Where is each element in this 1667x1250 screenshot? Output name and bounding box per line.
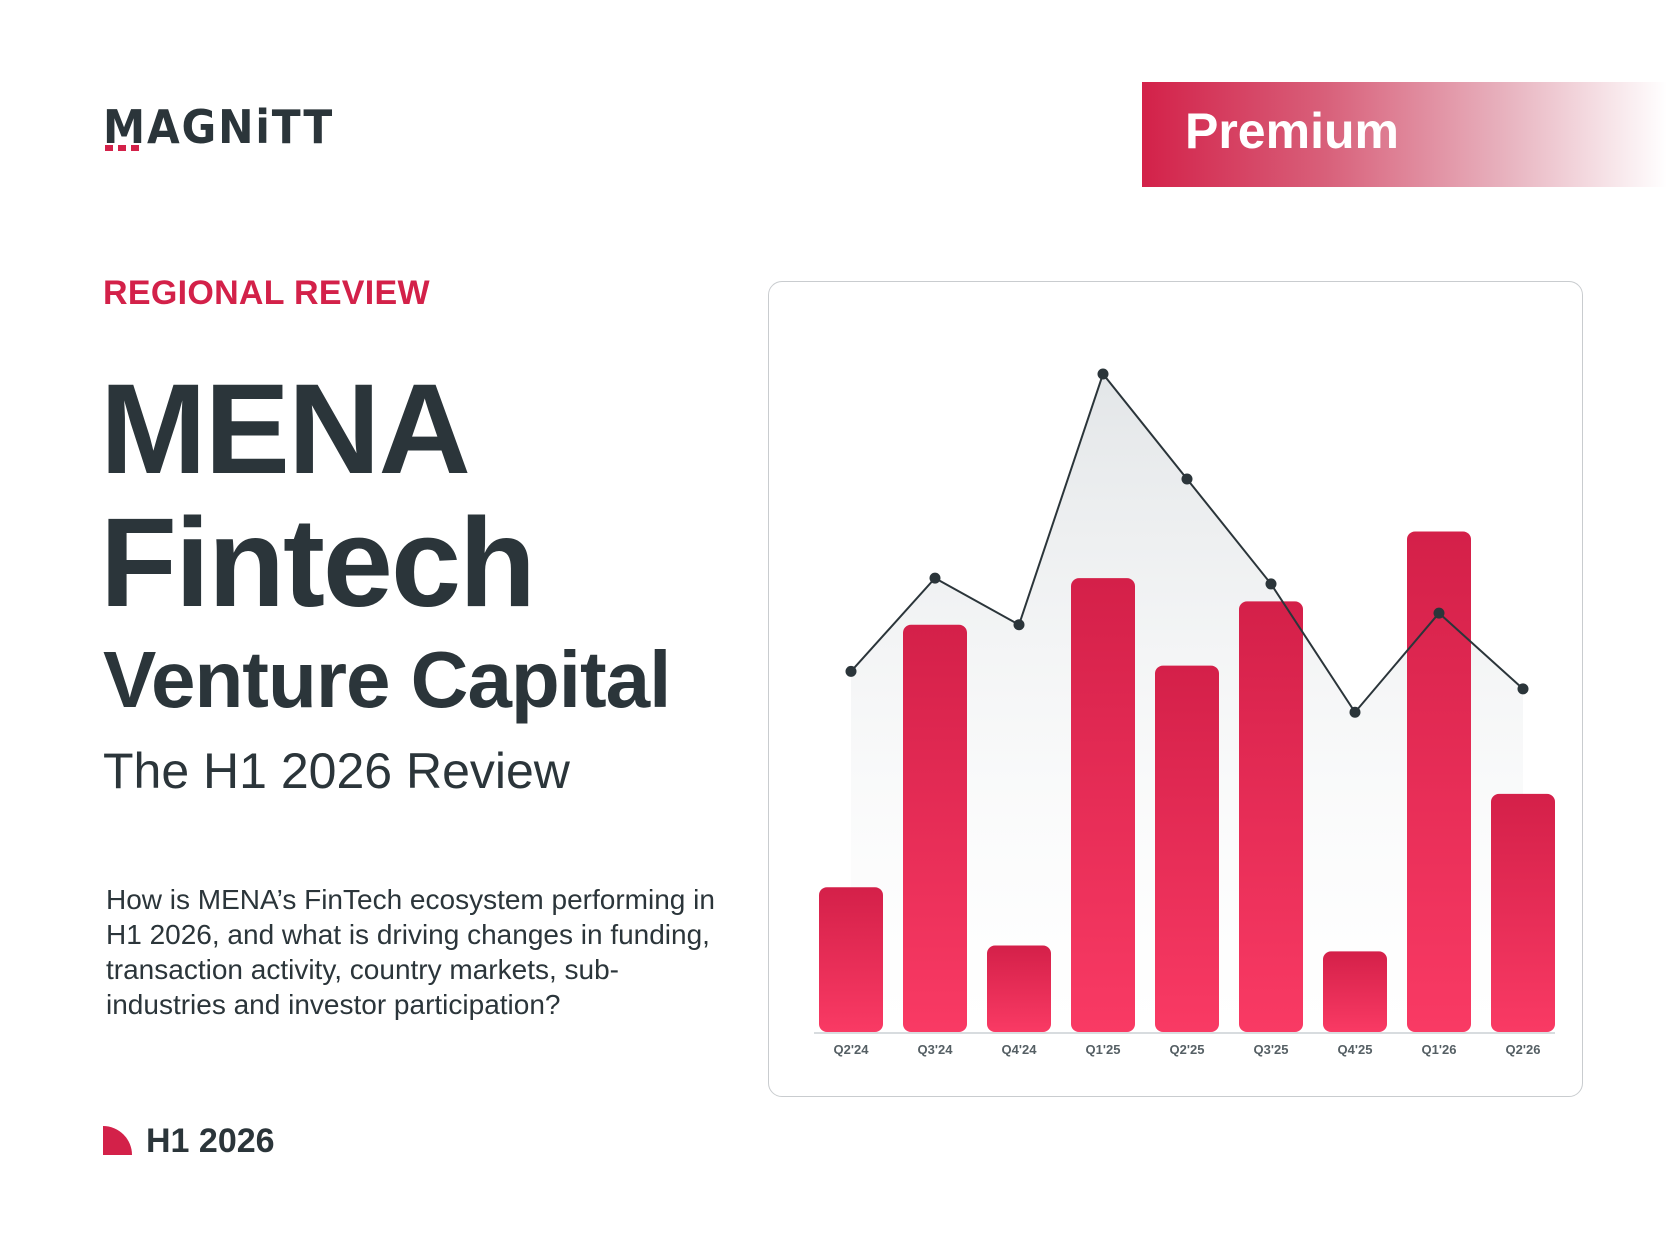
title-line-3: Venture Capital (103, 635, 671, 724)
trend-point-4 (1181, 473, 1193, 485)
trend-point-2 (1013, 619, 1025, 631)
x-tick-label: Q2'24 (834, 1042, 870, 1057)
x-tick-label: Q2'26 (1506, 1042, 1541, 1057)
trend-point-5 (1265, 578, 1277, 590)
footer-period: H1 2026 (146, 1122, 275, 1160)
section-eyebrow: REGIONAL REVIEW (103, 274, 430, 312)
trend-point-3 (1097, 368, 1109, 380)
trend-point-7 (1433, 607, 1445, 619)
x-tick-label: Q1'25 (1086, 1042, 1121, 1057)
trend-point-8 (1517, 683, 1529, 695)
subtitle: The H1 2026 Review (103, 743, 570, 799)
x-tick-label: Q4'25 (1338, 1042, 1373, 1057)
magnitt-logo: MAGNiTT (103, 100, 335, 154)
bar-3 (1071, 578, 1135, 1032)
description: How is MENA’s FinTech ecosystem performi… (106, 884, 715, 1020)
quarter-circle-mark (103, 1126, 132, 1155)
funding-chart: Q2'24 Q3'24 Q4'24 Q1'25 Q2'25 Q3'25 Q4'25 Q1'26… (814, 368, 1555, 1057)
x-tick-label: Q4'24 (1002, 1042, 1038, 1057)
x-tick-label: Q1'26 (1422, 1042, 1457, 1057)
title-line-1: MENA (100, 358, 471, 501)
trend-point-6 (1349, 706, 1361, 718)
bar-6 (1323, 951, 1387, 1032)
x-tick-label: Q3'24 (918, 1042, 954, 1057)
bar-4 (1155, 665, 1219, 1032)
trend-point-0 (845, 665, 857, 677)
premium-label: Premium (1185, 103, 1399, 159)
title-line-2: Fintech (100, 492, 536, 633)
premium-badge: Premium (1142, 82, 1667, 187)
bar-2 (987, 945, 1051, 1032)
trend-point-1 (929, 572, 941, 584)
x-tick-label: Q3'25 (1254, 1042, 1289, 1057)
bar-7 (1407, 531, 1471, 1032)
bar-8 (1491, 793, 1555, 1032)
bar-0 (819, 887, 883, 1032)
chart-card: Q2'24 Q3'24 Q4'24 Q1'25 Q2'25 Q3'25 Q4'25 Q1'26… (768, 281, 1583, 1097)
x-tick-label: Q2'25 (1170, 1042, 1205, 1057)
logo-accent-dots (105, 145, 165, 151)
bar-5 (1239, 601, 1303, 1032)
bar-1 (903, 624, 967, 1032)
